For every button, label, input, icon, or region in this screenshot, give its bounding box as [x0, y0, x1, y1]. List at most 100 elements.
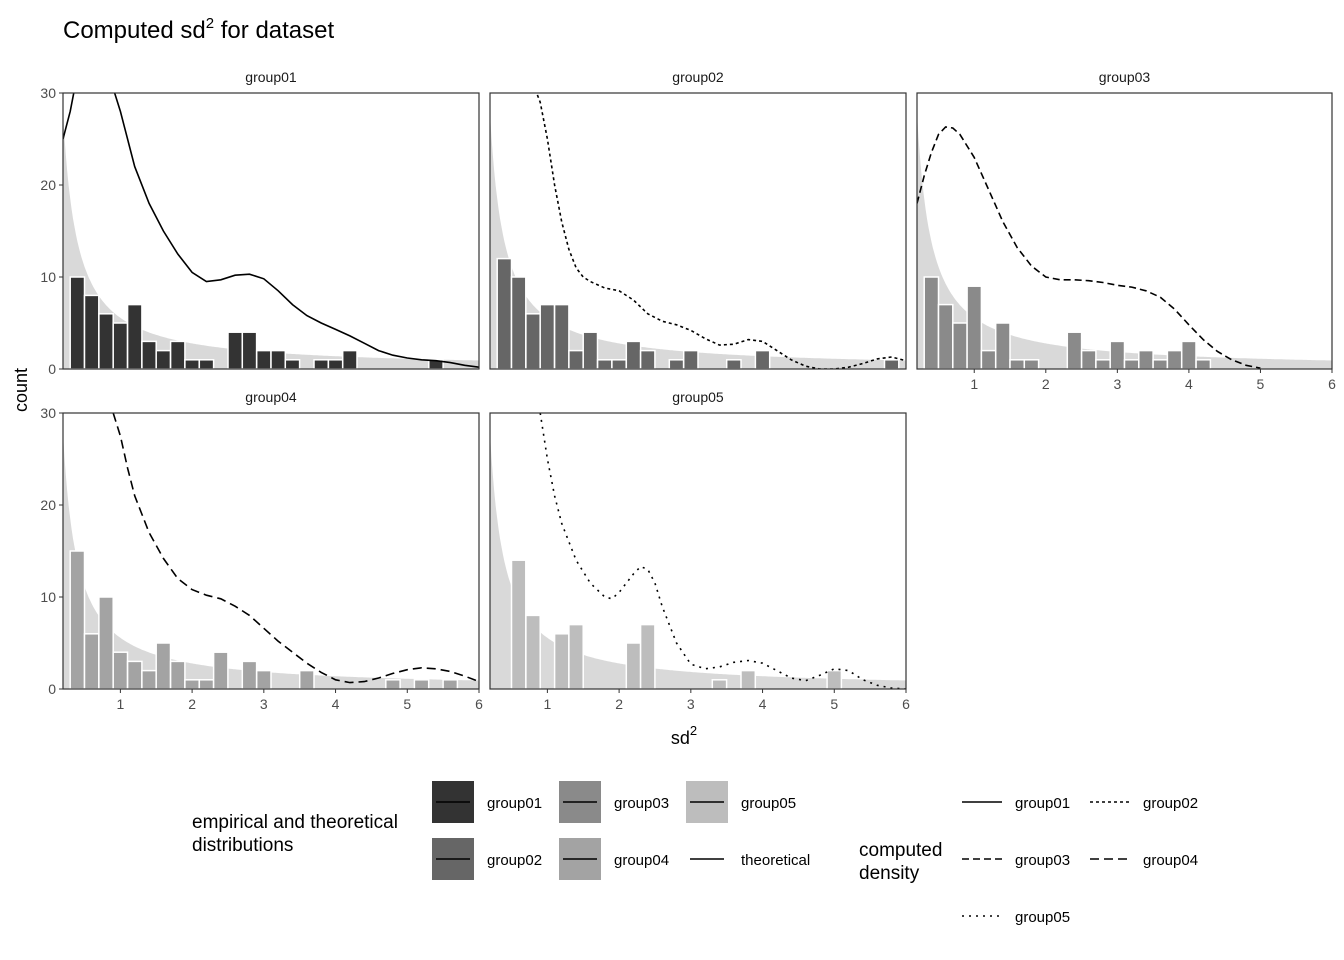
histogram-bar [553, 303, 570, 369]
x-tick-label: 4 [332, 696, 340, 712]
histogram-bar [639, 623, 656, 689]
histogram-bar [1195, 359, 1212, 369]
histogram-bar [1138, 349, 1154, 369]
histogram-bar [169, 660, 186, 689]
panel-strip-label: group04 [245, 389, 297, 405]
histogram-bar [313, 359, 330, 369]
panel-border [62, 92, 480, 370]
histogram-bar [169, 340, 186, 369]
histogram-bar [1109, 340, 1126, 369]
x-tick-label: 6 [1328, 376, 1336, 392]
histogram-bar [952, 322, 968, 369]
histogram-bar [255, 349, 272, 369]
histogram-bar [937, 303, 954, 369]
histogram-bar [198, 679, 215, 689]
legend-label: group03 [1015, 852, 1070, 869]
y-tick-label: 10 [40, 269, 56, 285]
legend-line-key-group05: group05 [962, 909, 1070, 926]
histogram-bar [826, 669, 843, 689]
legend-fill-title-line1: empirical and theoretical [192, 812, 398, 833]
histogram-bar [413, 679, 430, 689]
legend-fill-key-group04: group04 [559, 838, 669, 880]
histogram-bar [582, 331, 599, 369]
histogram-bar [112, 651, 129, 689]
theoretical-area [63, 433, 479, 689]
histogram-bar [83, 633, 100, 689]
histogram-bar [625, 340, 642, 369]
histogram-bar [69, 550, 86, 689]
x-tick-label: 4 [759, 696, 767, 712]
legend-label: group04 [1143, 852, 1198, 869]
density-line [539, 413, 906, 689]
panel-group04: group04 0 10 20 30 1 2 3 4 5 6 [40, 389, 483, 712]
legend-label: group02 [487, 852, 542, 869]
histogram-bar [69, 276, 86, 369]
legend-fill-key-group03: group03 [559, 781, 669, 823]
legend-line-key-group01: group01 [962, 795, 1070, 812]
histogram-bar [98, 596, 114, 689]
y-tick-label: 30 [40, 85, 56, 101]
histogram-bar [141, 669, 157, 689]
density-line [63, 93, 479, 368]
panel-group01: group01 0 10 20 30 [40, 69, 480, 377]
legend-line-key-group02: group02 [1090, 795, 1198, 812]
histogram-bar [596, 359, 613, 369]
histogram-bar [1023, 359, 1040, 369]
legend-line-title-line2: density [859, 863, 920, 884]
histogram-bar [184, 359, 200, 369]
y-tick-label: 0 [48, 361, 56, 377]
x-tick-label: 5 [403, 696, 411, 712]
legend-fill-key-group01: group01 [432, 781, 542, 823]
histogram-bar [711, 679, 728, 689]
histogram-bar [212, 651, 229, 689]
histogram-bar [966, 285, 983, 369]
histogram-bar [255, 669, 272, 689]
y-tick-label: 20 [40, 177, 56, 193]
legend-label: theoretical [741, 852, 810, 869]
x-tick-label: 6 [475, 696, 483, 712]
x-axis-title: sd2 [671, 723, 697, 748]
histogram-bar [1066, 331, 1083, 369]
histogram-bar [923, 276, 940, 369]
x-tick-label: 3 [1113, 376, 1121, 392]
legend-label: group01 [1015, 795, 1070, 812]
legend-computed-density: computed density group01 group02 group03 gr… [859, 795, 1198, 926]
panel-group05: group05 1 2 3 4 5 6 [489, 389, 910, 712]
panel-strip-label: group02 [672, 69, 724, 85]
panel-strip-label: group03 [1099, 69, 1151, 85]
theoretical-area [490, 433, 906, 689]
histogram-bar [241, 660, 258, 689]
panel-strip-label: group05 [672, 389, 724, 405]
panel-group03: group03 1 2 3 4 5 6 [916, 69, 1336, 392]
x-tick-label: 2 [188, 696, 196, 712]
histogram-bar [241, 331, 258, 369]
x-tick-label: 5 [830, 696, 838, 712]
histogram-bar [1095, 359, 1111, 369]
histogram-bar [525, 313, 541, 369]
density-line [535, 93, 906, 369]
legend-line-title-line1: computed [859, 840, 942, 861]
legend-fill-key-group02: group02 [432, 838, 542, 880]
x-tick-label: 5 [1257, 376, 1265, 392]
chart-title-superscript: 2 [206, 15, 214, 32]
histogram-bar [510, 559, 527, 689]
histogram-bar [184, 679, 200, 689]
histogram-bar [141, 340, 157, 369]
histogram-bar [1009, 359, 1026, 369]
histogram-bar [385, 679, 401, 689]
density-line [112, 413, 479, 684]
histogram-bar [98, 313, 114, 369]
histogram-bar [126, 660, 143, 689]
legend-line-key-group03: group03 [962, 852, 1070, 869]
density-line [917, 126, 1261, 369]
histogram-bar [298, 669, 315, 689]
panel-group02: group02 [489, 69, 907, 370]
histogram-bar [1180, 340, 1197, 369]
panel-border [916, 92, 1333, 370]
y-tick-label: 30 [40, 405, 56, 421]
histogram-bar [442, 679, 459, 689]
x-axis-title-superscript: 2 [690, 723, 697, 738]
panel-border [489, 92, 907, 370]
